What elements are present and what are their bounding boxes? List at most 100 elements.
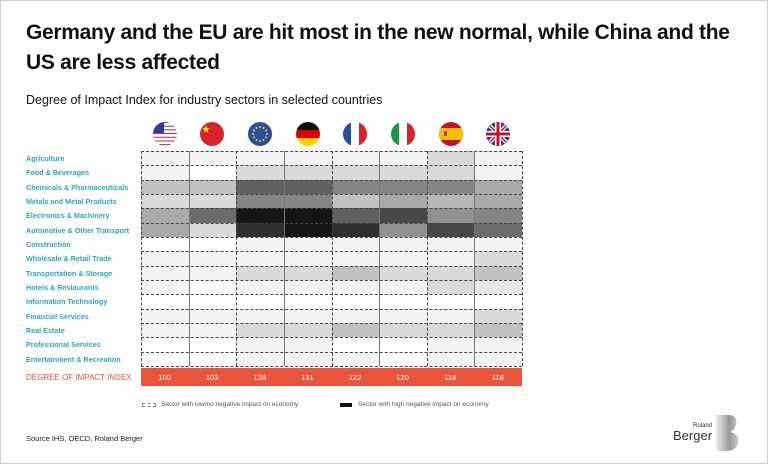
heatmap-cell [236,323,284,338]
heatmap-cell [236,294,284,309]
heatmap-cell [188,237,237,252]
legend-swatch-high [340,403,352,407]
heatmap-cell [141,151,189,166]
row-label: Electronics & Machinery [26,211,110,221]
heatmap-cell [141,280,189,295]
chart-subtitle: Degree of Impact Index for industry sect… [26,93,383,107]
heatmap-cell [236,280,284,295]
index-value: 131 [301,373,314,382]
row-label: Information Technology [26,297,108,307]
heatmap-cell [141,179,189,194]
grid-line [188,151,190,366]
heatmap-cell [188,222,237,237]
logo-text-berger: Berger [673,428,713,443]
row-label: Transportation & Storage [26,268,113,278]
heatmap-cell [283,337,332,352]
grid-line [474,151,476,366]
heatmap-cell [236,337,284,352]
legend-high-label: Sector with high negative impact on econ… [358,401,489,408]
uk-flag-icon [486,122,511,146]
row-label: Wholesale & Retail Trade [26,254,112,264]
row-label: Automotive & Other Transport [26,225,130,235]
heatmap-cell [141,337,189,352]
italy-flag-icon [390,122,415,146]
heatmap-cell [188,308,237,323]
heatmap-cell [188,337,237,352]
heatmap-cell [426,294,475,309]
heatmap-cell [141,194,189,209]
heatmap-cell [426,151,475,166]
heatmap-cell [426,251,475,266]
heatmap-cell [236,222,284,237]
heatmap-cell [283,194,332,209]
heatmap-cell [379,165,427,180]
heatmap-cell [474,251,522,266]
row-label: Construction [26,240,71,249]
heatmap-cell [188,165,237,180]
heatmap-cell [379,280,427,295]
heatmap-cell [141,251,189,266]
germany-flag-icon [295,122,320,146]
heatmap-cell [426,208,475,223]
heatmap-cell [379,265,427,280]
heatmap-cell [426,237,475,252]
grid-line [141,151,142,366]
index-value: 122 [348,373,362,382]
heatmap-cell [474,222,522,237]
heatmap-cell [474,151,522,166]
heatmap-cell [474,208,522,223]
index-value: 128 [253,373,266,382]
heatmap-cell [379,337,427,352]
heatmap-cell [379,351,427,366]
heatmap-cell [141,208,189,223]
heatmap-cell [379,194,427,209]
row-label: Agriculture [26,154,65,163]
heatmap-cell [426,222,475,237]
index-value: 100 [158,373,171,382]
grid-line [141,366,522,367]
heatmap-cell [331,294,380,309]
heatmap-cell [236,251,284,266]
heatmap-cell [188,251,237,266]
heatmap-cell [331,222,380,237]
row-label: Metals and Metal Products [26,197,117,206]
heatmap-cell [236,208,284,223]
heatmap-cell [283,294,332,309]
heatmap-cell [474,337,522,352]
heatmap-cell [188,323,237,338]
heatmap-cell [236,151,284,166]
spain-flag-icon [438,122,463,146]
heatmap-cell [283,237,332,252]
heatmap-cell [474,308,522,323]
heatmap-cell [141,237,189,252]
heatmap-cell [331,351,380,366]
heatmap-cell [426,308,475,323]
heatmap-cell [426,194,475,209]
heatmap-cell [283,222,332,237]
heatmap-cell [283,280,332,295]
france-flag-icon [343,122,368,146]
heatmap-cell [141,351,189,366]
source-note: Source IHS, OECD, Roland Berger [26,434,143,443]
roland-berger-logo-icon [716,415,739,451]
grid-line [379,151,381,366]
heatmap-cell [188,294,237,309]
heatmap-cell [236,237,284,252]
heatmap-cell [188,265,237,280]
heatmap-cell [283,323,332,338]
heatmap-cell [426,323,475,338]
heatmap-cell [283,165,332,180]
grid-line [283,151,285,366]
heatmap-cell [283,179,332,194]
china-flag-icon [200,122,225,146]
legend-swatch-low [142,403,156,407]
heatmap-cell [426,280,475,295]
heatmap-cell [236,351,284,366]
heatmap-cell [188,280,237,295]
grid-line [331,151,333,366]
heatmap-cell [379,251,427,266]
heatmap-cell [426,165,475,180]
heatmap-cell [331,194,380,209]
index-value: 120 [396,373,409,382]
heatmap-cell [426,351,475,366]
